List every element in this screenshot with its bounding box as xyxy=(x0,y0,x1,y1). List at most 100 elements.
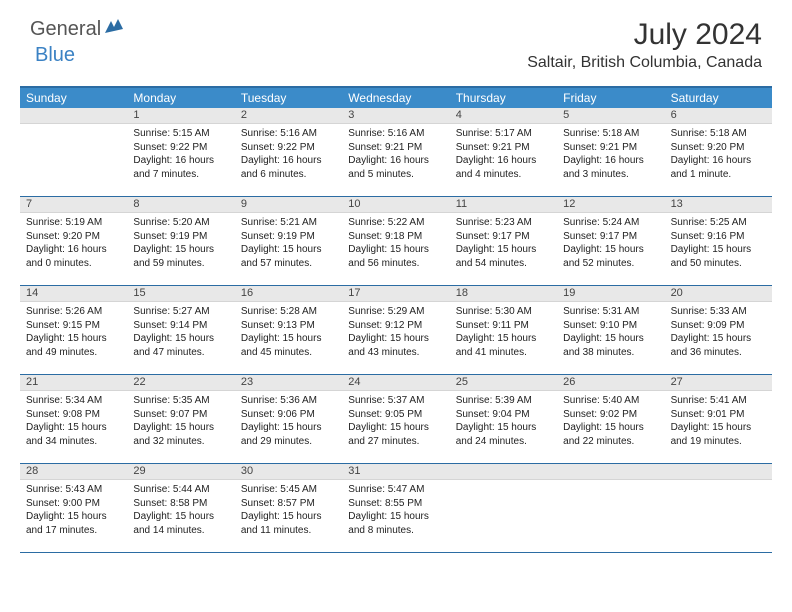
cell-body: Sunrise: 5:15 AMSunset: 9:22 PMDaylight:… xyxy=(127,124,234,187)
sunset-text: Sunset: 9:00 PM xyxy=(26,497,121,511)
calendar-cell: 29Sunrise: 5:44 AMSunset: 8:58 PMDayligh… xyxy=(127,464,234,552)
date-number: 13 xyxy=(665,197,772,213)
date-number: 18 xyxy=(450,286,557,302)
cell-body: Sunrise: 5:21 AMSunset: 9:19 PMDaylight:… xyxy=(235,213,342,276)
calendar-cell: 18Sunrise: 5:30 AMSunset: 9:11 PMDayligh… xyxy=(450,286,557,374)
sunset-text: Sunset: 9:07 PM xyxy=(133,408,228,422)
sunset-text: Sunset: 8:58 PM xyxy=(133,497,228,511)
date-number: 22 xyxy=(127,375,234,391)
sunset-text: Sunset: 9:20 PM xyxy=(671,141,766,155)
sunrise-text: Sunrise: 5:20 AM xyxy=(133,216,228,230)
sunrise-text: Sunrise: 5:16 AM xyxy=(348,127,443,141)
day-header: Thursday xyxy=(450,88,557,108)
brand-text-1: General xyxy=(30,18,101,41)
flag-icon xyxy=(105,19,125,40)
calendar: SundayMondayTuesdayWednesdayThursdayFrid… xyxy=(20,86,772,553)
calendar-cell: 28Sunrise: 5:43 AMSunset: 9:00 PMDayligh… xyxy=(20,464,127,552)
cell-body: Sunrise: 5:18 AMSunset: 9:21 PMDaylight:… xyxy=(557,124,664,187)
cell-body: Sunrise: 5:18 AMSunset: 9:20 PMDaylight:… xyxy=(665,124,772,187)
calendar-cell: 2Sunrise: 5:16 AMSunset: 9:22 PMDaylight… xyxy=(235,108,342,196)
sunset-text: Sunset: 9:12 PM xyxy=(348,319,443,333)
date-number: 6 xyxy=(665,108,772,124)
calendar-cell: 13Sunrise: 5:25 AMSunset: 9:16 PMDayligh… xyxy=(665,197,772,285)
sunset-text: Sunset: 9:19 PM xyxy=(241,230,336,244)
cell-body: Sunrise: 5:36 AMSunset: 9:06 PMDaylight:… xyxy=(235,391,342,454)
calendar-week: 7Sunrise: 5:19 AMSunset: 9:20 PMDaylight… xyxy=(20,197,772,286)
sunset-text: Sunset: 9:13 PM xyxy=(241,319,336,333)
sunset-text: Sunset: 9:15 PM xyxy=(26,319,121,333)
sunset-text: Sunset: 9:02 PM xyxy=(563,408,658,422)
daylight-text: Daylight: 15 hours and 29 minutes. xyxy=(241,421,336,448)
sunrise-text: Sunrise: 5:16 AM xyxy=(241,127,336,141)
date-number xyxy=(20,108,127,124)
sunrise-text: Sunrise: 5:28 AM xyxy=(241,305,336,319)
calendar-cell: 16Sunrise: 5:28 AMSunset: 9:13 PMDayligh… xyxy=(235,286,342,374)
date-number: 23 xyxy=(235,375,342,391)
daylight-text: Daylight: 15 hours and 11 minutes. xyxy=(241,510,336,537)
daylight-text: Daylight: 15 hours and 56 minutes. xyxy=(348,243,443,270)
sunrise-text: Sunrise: 5:39 AM xyxy=(456,394,551,408)
daylight-text: Daylight: 15 hours and 14 minutes. xyxy=(133,510,228,537)
sunset-text: Sunset: 9:05 PM xyxy=(348,408,443,422)
sunrise-text: Sunrise: 5:18 AM xyxy=(563,127,658,141)
sunset-text: Sunset: 9:21 PM xyxy=(456,141,551,155)
calendar-cell: 23Sunrise: 5:36 AMSunset: 9:06 PMDayligh… xyxy=(235,375,342,463)
daylight-text: Daylight: 15 hours and 59 minutes. xyxy=(133,243,228,270)
day-header: Friday xyxy=(557,88,664,108)
day-header: Sunday xyxy=(20,88,127,108)
day-header: Wednesday xyxy=(342,88,449,108)
daylight-text: Daylight: 15 hours and 22 minutes. xyxy=(563,421,658,448)
calendar-cell: 21Sunrise: 5:34 AMSunset: 9:08 PMDayligh… xyxy=(20,375,127,463)
date-number: 11 xyxy=(450,197,557,213)
date-number: 24 xyxy=(342,375,449,391)
date-number: 5 xyxy=(557,108,664,124)
daylight-text: Daylight: 16 hours and 0 minutes. xyxy=(26,243,121,270)
sunrise-text: Sunrise: 5:25 AM xyxy=(671,216,766,230)
sunset-text: Sunset: 9:11 PM xyxy=(456,319,551,333)
sunset-text: Sunset: 9:21 PM xyxy=(563,141,658,155)
calendar-cell xyxy=(665,464,772,552)
cell-body: Sunrise: 5:17 AMSunset: 9:21 PMDaylight:… xyxy=(450,124,557,187)
cell-body: Sunrise: 5:27 AMSunset: 9:14 PMDaylight:… xyxy=(127,302,234,365)
calendar-cell: 11Sunrise: 5:23 AMSunset: 9:17 PMDayligh… xyxy=(450,197,557,285)
calendar-cell: 14Sunrise: 5:26 AMSunset: 9:15 PMDayligh… xyxy=(20,286,127,374)
date-number: 29 xyxy=(127,464,234,480)
sunrise-text: Sunrise: 5:30 AM xyxy=(456,305,551,319)
date-number: 3 xyxy=(342,108,449,124)
date-number: 2 xyxy=(235,108,342,124)
daylight-text: Daylight: 15 hours and 27 minutes. xyxy=(348,421,443,448)
sunset-text: Sunset: 9:19 PM xyxy=(133,230,228,244)
sunrise-text: Sunrise: 5:37 AM xyxy=(348,394,443,408)
date-number: 27 xyxy=(665,375,772,391)
daylight-text: Daylight: 15 hours and 38 minutes. xyxy=(563,332,658,359)
calendar-week: 14Sunrise: 5:26 AMSunset: 9:15 PMDayligh… xyxy=(20,286,772,375)
daylight-text: Daylight: 16 hours and 4 minutes. xyxy=(456,154,551,181)
sunset-text: Sunset: 9:21 PM xyxy=(348,141,443,155)
calendar-cell: 5Sunrise: 5:18 AMSunset: 9:21 PMDaylight… xyxy=(557,108,664,196)
sunset-text: Sunset: 9:06 PM xyxy=(241,408,336,422)
daylight-text: Daylight: 15 hours and 8 minutes. xyxy=(348,510,443,537)
cell-body: Sunrise: 5:45 AMSunset: 8:57 PMDaylight:… xyxy=(235,480,342,543)
cell-body: Sunrise: 5:23 AMSunset: 9:17 PMDaylight:… xyxy=(450,213,557,276)
calendar-week: 1Sunrise: 5:15 AMSunset: 9:22 PMDaylight… xyxy=(20,108,772,197)
date-number: 21 xyxy=(20,375,127,391)
brand-text-2-wrap: Blue xyxy=(35,44,75,67)
sunset-text: Sunset: 9:09 PM xyxy=(671,319,766,333)
date-number: 20 xyxy=(665,286,772,302)
sunset-text: Sunset: 9:17 PM xyxy=(563,230,658,244)
calendar-cell: 19Sunrise: 5:31 AMSunset: 9:10 PMDayligh… xyxy=(557,286,664,374)
daylight-text: Daylight: 15 hours and 49 minutes. xyxy=(26,332,121,359)
daylight-text: Daylight: 15 hours and 17 minutes. xyxy=(26,510,121,537)
daylight-text: Daylight: 16 hours and 3 minutes. xyxy=(563,154,658,181)
daylight-text: Daylight: 15 hours and 54 minutes. xyxy=(456,243,551,270)
cell-body: Sunrise: 5:35 AMSunset: 9:07 PMDaylight:… xyxy=(127,391,234,454)
sunset-text: Sunset: 9:17 PM xyxy=(456,230,551,244)
date-number xyxy=(665,464,772,480)
cell-body: Sunrise: 5:39 AMSunset: 9:04 PMDaylight:… xyxy=(450,391,557,454)
cell-body: Sunrise: 5:40 AMSunset: 9:02 PMDaylight:… xyxy=(557,391,664,454)
daylight-text: Daylight: 15 hours and 36 minutes. xyxy=(671,332,766,359)
calendar-cell: 26Sunrise: 5:40 AMSunset: 9:02 PMDayligh… xyxy=(557,375,664,463)
date-number: 14 xyxy=(20,286,127,302)
calendar-week: 28Sunrise: 5:43 AMSunset: 9:00 PMDayligh… xyxy=(20,464,772,553)
daylight-text: Daylight: 15 hours and 32 minutes. xyxy=(133,421,228,448)
